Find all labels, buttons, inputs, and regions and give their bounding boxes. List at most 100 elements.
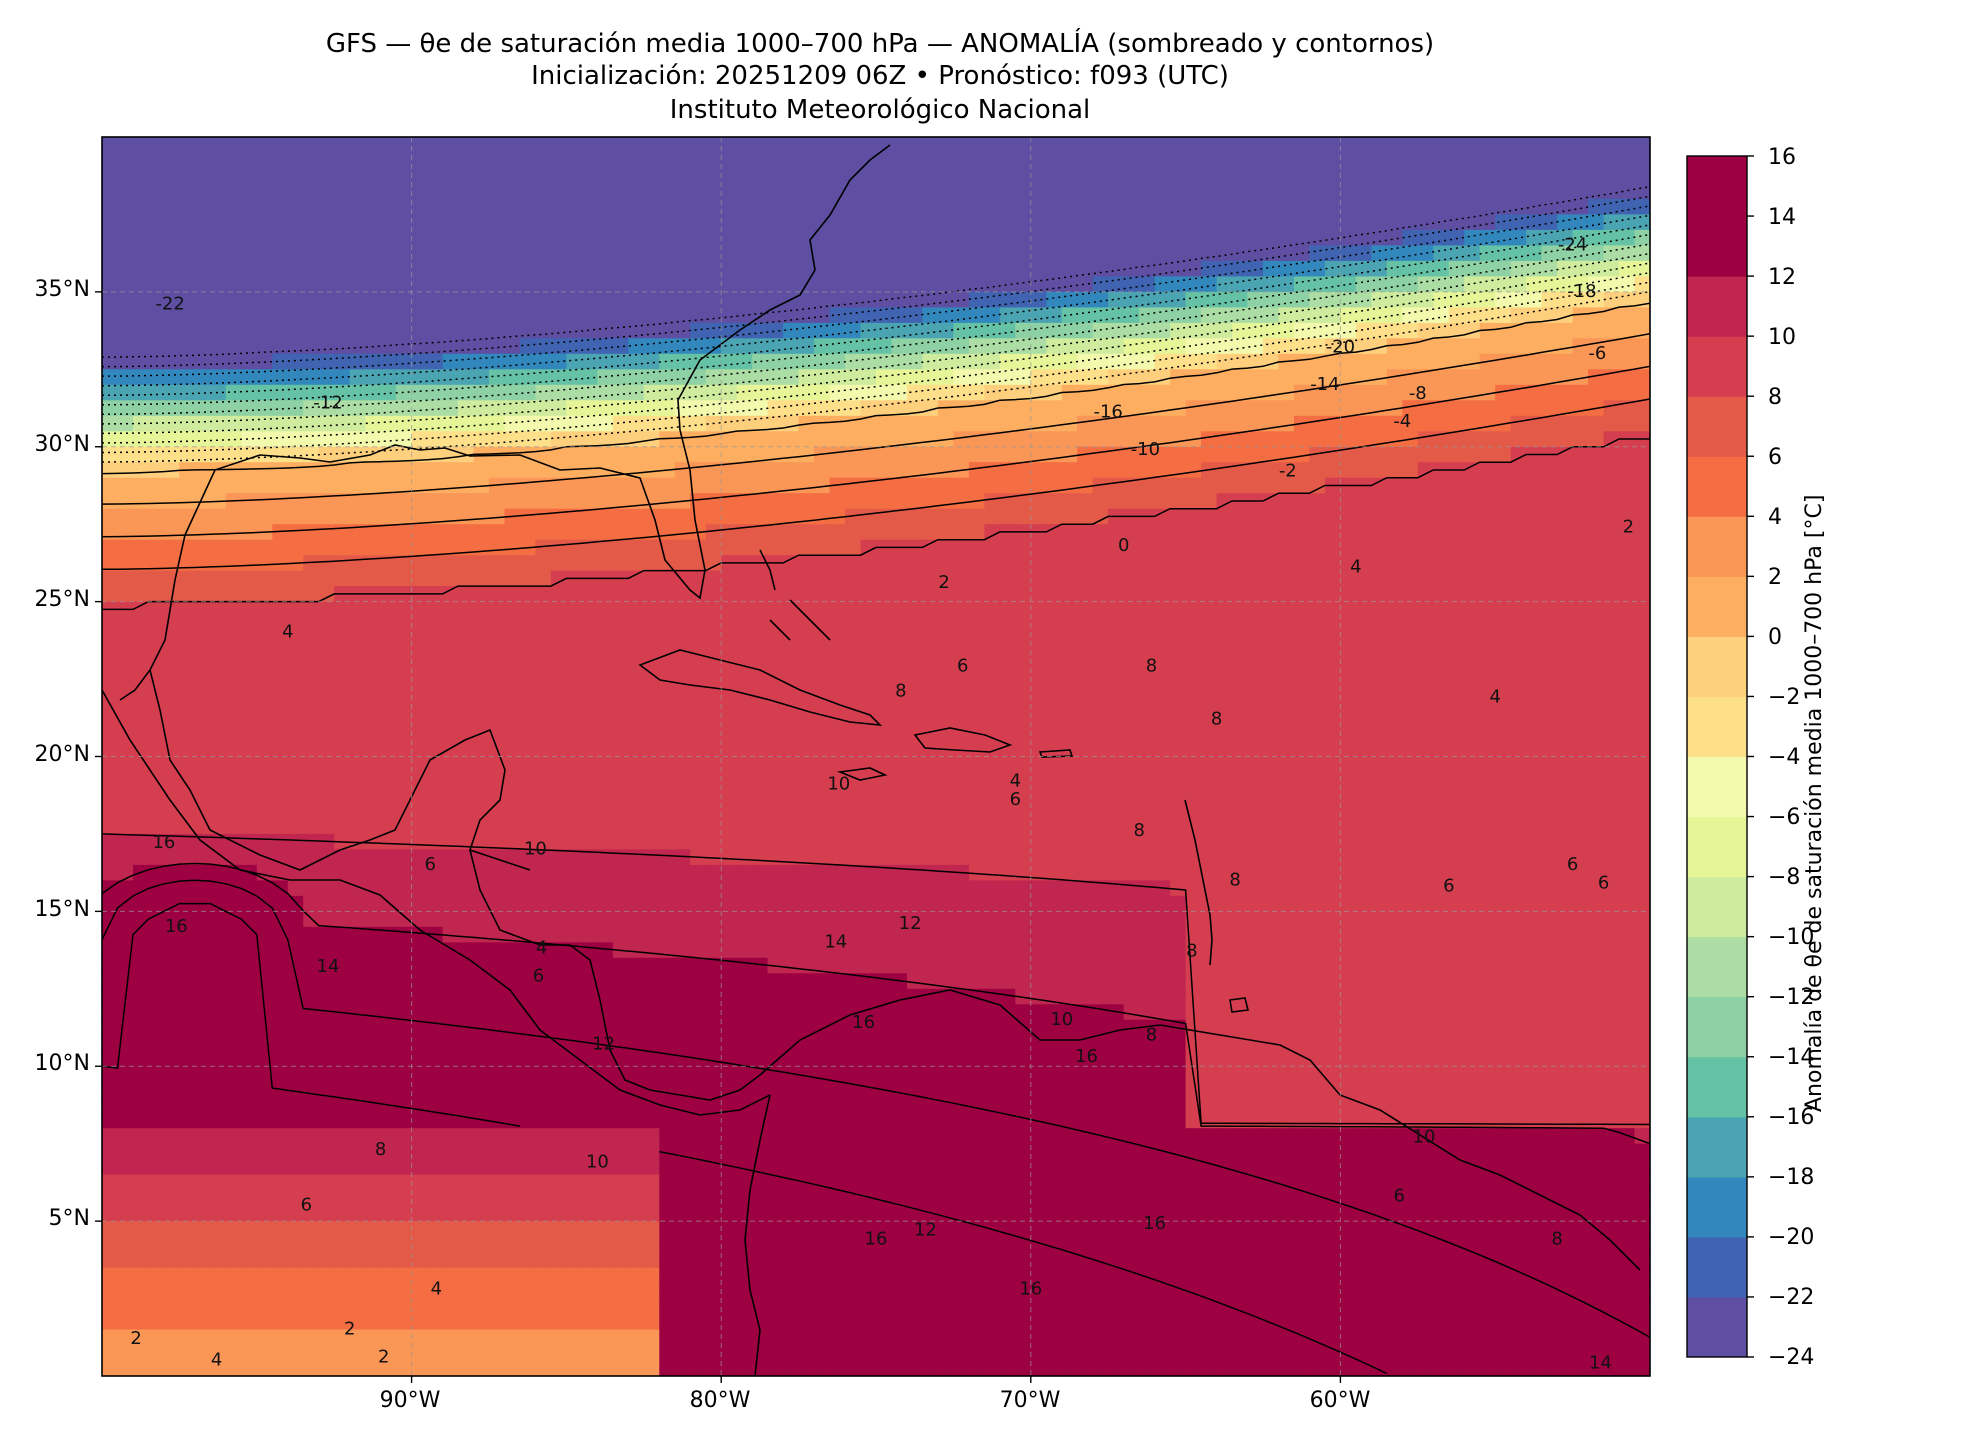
shade-cell xyxy=(1170,725,1187,742)
shade-cell xyxy=(117,648,134,665)
shade-cell xyxy=(318,663,335,680)
shade-cell xyxy=(210,601,227,618)
shade-cell xyxy=(891,431,908,448)
shade-cell xyxy=(1154,353,1171,370)
shade-cell xyxy=(1278,322,1295,339)
shade-cell xyxy=(1077,276,1094,293)
shade-cell xyxy=(1464,601,1481,618)
shade-cell xyxy=(504,431,521,448)
shade-cell xyxy=(1294,663,1311,680)
shade-cell xyxy=(334,539,351,556)
shade-cell xyxy=(845,152,862,169)
shade-cell xyxy=(798,864,815,881)
shade-cell xyxy=(1077,818,1094,835)
shade-cell xyxy=(179,307,196,324)
shade-cell xyxy=(1154,741,1171,758)
shade-cell xyxy=(210,555,227,572)
shade-cell xyxy=(1495,493,1512,510)
shade-cell xyxy=(1201,895,1218,912)
shade-cell xyxy=(256,570,273,587)
shade-cell xyxy=(984,493,1001,510)
shade-cell xyxy=(705,833,722,850)
shade-cell xyxy=(1154,137,1171,154)
shade-cell xyxy=(148,245,165,262)
shade-cell xyxy=(1433,710,1450,727)
shade-cell xyxy=(1294,632,1311,649)
shade-cell xyxy=(1541,555,1558,572)
shade-cell xyxy=(937,570,954,587)
shade-cell xyxy=(535,741,552,758)
shade-cell xyxy=(1324,353,1341,370)
shade-cell xyxy=(272,679,289,696)
shade-cell xyxy=(473,307,490,324)
shade-cell xyxy=(845,431,862,448)
shade-cell xyxy=(1015,632,1032,649)
shade-cell xyxy=(473,400,490,417)
shade-cell xyxy=(767,369,784,386)
shade-cell xyxy=(1619,741,1636,758)
shade-cell xyxy=(891,710,908,727)
shade-cell xyxy=(1185,895,1202,912)
shade-cell xyxy=(442,632,459,649)
shade-cell xyxy=(1402,756,1419,773)
shade-cell xyxy=(1247,756,1264,773)
shade-cell xyxy=(1309,493,1326,510)
shade-cell xyxy=(1495,400,1512,417)
shade-cell xyxy=(489,632,506,649)
shade-cell xyxy=(860,183,877,200)
shade-cell xyxy=(783,586,800,603)
shade-cell xyxy=(1015,617,1032,634)
shade-cell xyxy=(1015,648,1032,665)
shade-cell xyxy=(612,539,629,556)
shade-cell xyxy=(845,508,862,525)
shade-cell xyxy=(272,152,289,169)
shade-cell xyxy=(1572,555,1589,572)
shade-cell xyxy=(272,400,289,417)
shade-cell xyxy=(922,338,939,355)
shade-cell xyxy=(581,648,598,665)
shade-cell xyxy=(1619,493,1636,510)
shade-cell xyxy=(999,849,1016,866)
shade-cell xyxy=(458,137,475,154)
shade-cell xyxy=(566,663,583,680)
shade-cell xyxy=(520,431,537,448)
shade-cell xyxy=(566,384,583,401)
shade-cell xyxy=(241,338,258,355)
shade-cell xyxy=(365,849,382,866)
shade-cell xyxy=(876,849,893,866)
shade-cell xyxy=(999,291,1016,308)
shade-cell xyxy=(1588,229,1605,246)
shade-cell xyxy=(999,555,1016,572)
shade-cell xyxy=(504,601,521,618)
shade-cell xyxy=(937,183,954,200)
shade-cell xyxy=(1433,895,1450,912)
shade-cell xyxy=(1077,183,1094,200)
shade-cell xyxy=(1588,601,1605,618)
shade-cell xyxy=(520,725,537,742)
shade-cell xyxy=(690,446,707,463)
shade-cell xyxy=(876,229,893,246)
shade-cell xyxy=(1263,787,1280,804)
shade-cell xyxy=(643,710,660,727)
shade-cell xyxy=(566,524,583,541)
shade-cell xyxy=(1247,803,1264,820)
shade-cell xyxy=(256,137,273,154)
shade-cell xyxy=(1216,276,1233,293)
shade-cell xyxy=(674,245,691,262)
shade-cell xyxy=(1355,431,1372,448)
shade-cell xyxy=(674,446,691,463)
shade-cell xyxy=(365,168,382,185)
shade-cell xyxy=(334,168,351,185)
shade-cell xyxy=(365,787,382,804)
shade-cell xyxy=(1263,322,1280,339)
shade-cell xyxy=(674,880,691,897)
shade-cell xyxy=(1185,168,1202,185)
shade-cell xyxy=(1185,710,1202,727)
shade-cell xyxy=(783,524,800,541)
shade-cell xyxy=(643,617,660,634)
shade-cell xyxy=(1278,849,1295,866)
shade-cell xyxy=(1386,183,1403,200)
shade-cell xyxy=(1263,493,1280,510)
shade-cell xyxy=(628,291,645,308)
shade-cell xyxy=(1588,260,1605,277)
